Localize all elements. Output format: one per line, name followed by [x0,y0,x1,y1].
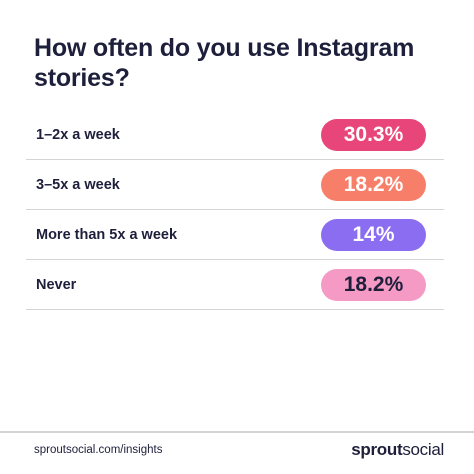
percentage-badge: 18.2% [321,168,426,201]
percentage-badge: 18.2% [321,268,426,301]
response-label: 3–5x a week [36,176,120,193]
response-row: More than 5x a week 14% [26,210,444,260]
footer-divider [0,431,474,433]
brand-logo-part-2: social [402,440,444,459]
percentage-badge: 14% [321,218,426,251]
chart-title: How often do you use Instagram stories? [34,34,415,92]
response-row: 1–2x a week 30.3% [26,110,444,160]
brand-logo-part-1: sprout [351,440,403,459]
response-label: More than 5x a week [36,226,178,243]
source-link[interactable]: sproutsocial.com/insights [34,444,163,456]
brand-logo: sproutsocial [351,440,444,460]
response-label: Never [36,276,77,293]
response-row: Never 18.2% [26,260,444,310]
percentage-badge: 30.3% [321,118,426,151]
response-rows: 1–2x a week 30.3% 3–5x a week 18.2% More tha… [26,110,444,310]
response-row: 3–5x a week 18.2% [26,160,444,210]
response-label: 1–2x a week [36,126,120,143]
